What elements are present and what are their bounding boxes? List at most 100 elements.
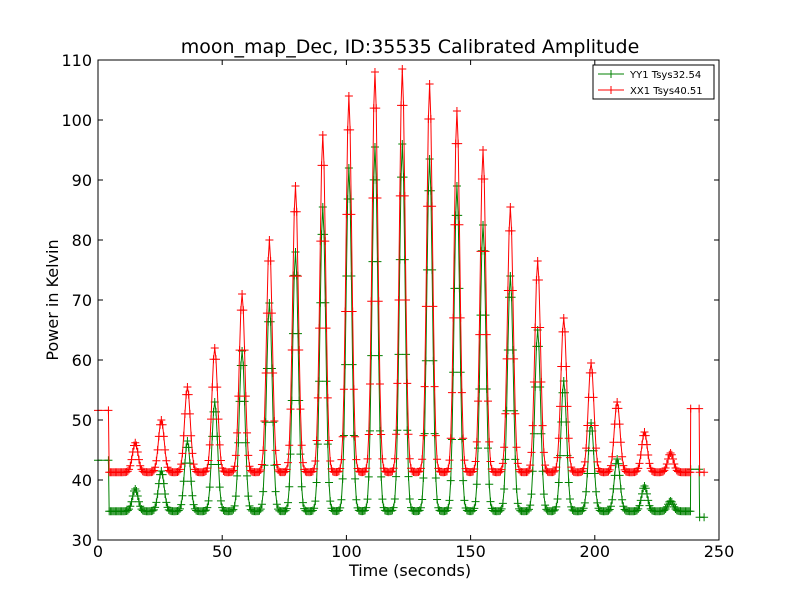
data-point	[529, 429, 538, 438]
data-point	[445, 496, 454, 505]
data-point	[582, 444, 591, 453]
data-point	[351, 432, 360, 441]
data-point	[255, 506, 264, 515]
x-tick-label: 50	[212, 542, 232, 561]
data-point	[261, 418, 270, 427]
data-point	[104, 456, 113, 465]
data-point	[457, 388, 466, 397]
data-point	[123, 467, 132, 476]
data-point	[162, 498, 171, 507]
data-point	[604, 467, 613, 476]
data-point	[287, 396, 296, 405]
data-point	[430, 429, 439, 438]
data-point	[511, 409, 520, 418]
data-point	[205, 440, 214, 449]
data-point	[257, 460, 266, 469]
data-point	[364, 472, 373, 481]
data-point	[287, 345, 296, 354]
data-point	[243, 428, 252, 437]
data-point	[474, 444, 483, 453]
data-point	[373, 193, 382, 202]
data-point	[449, 368, 458, 377]
data-point	[270, 417, 279, 426]
data-point	[241, 438, 250, 447]
data-point	[634, 504, 643, 513]
data-point	[214, 415, 223, 424]
data-point	[187, 477, 196, 486]
data-point	[644, 451, 653, 460]
data-point	[667, 450, 676, 459]
data-point	[481, 247, 490, 256]
data-point	[583, 469, 592, 478]
data-point	[420, 429, 429, 438]
data-point	[123, 506, 132, 515]
data-point	[339, 431, 348, 440]
data-point	[469, 506, 478, 515]
data-point	[375, 426, 384, 435]
series-markers-yy1	[94, 140, 709, 522]
data-point	[210, 344, 219, 352]
data-point	[474, 397, 483, 406]
data-point	[389, 464, 398, 473]
data-point	[367, 297, 376, 306]
data-point	[700, 513, 709, 522]
data-point	[636, 496, 645, 505]
data-point	[425, 155, 434, 163]
data-point	[311, 456, 320, 465]
data-point	[534, 342, 543, 351]
data-point	[645, 459, 654, 468]
data-point	[127, 497, 136, 506]
data-point	[556, 402, 565, 411]
data-point	[616, 438, 625, 447]
data-point	[481, 311, 490, 320]
data-point	[552, 463, 561, 472]
data-point	[348, 307, 357, 316]
data-point	[593, 498, 602, 507]
data-point	[292, 207, 301, 216]
data-point	[284, 458, 293, 467]
data-point	[337, 495, 346, 504]
data-point	[497, 504, 506, 513]
data-point	[404, 472, 413, 481]
data-point	[269, 418, 278, 427]
data-point	[483, 444, 492, 453]
data-point	[127, 455, 136, 464]
data-point	[132, 487, 141, 496]
data-point	[608, 452, 617, 461]
data-point	[363, 454, 372, 463]
data-point	[486, 457, 495, 466]
data-point	[605, 465, 614, 474]
data-point	[266, 256, 275, 265]
axis-ticks: 0 50 100 150 200 250 30 40 50 60 70 80 90 100 110	[61, 51, 734, 561]
data-point	[240, 346, 249, 355]
data-point	[157, 467, 166, 475]
data-point	[174, 506, 183, 515]
data-point	[686, 507, 695, 516]
data-point	[405, 494, 414, 503]
data-point	[416, 503, 425, 512]
data-point	[296, 450, 305, 459]
data-point	[285, 441, 294, 450]
data-point	[560, 327, 569, 336]
data-point	[662, 459, 671, 468]
data-point	[229, 466, 238, 475]
legend-marker-xx1	[607, 86, 615, 94]
data-point	[272, 460, 281, 469]
data-point	[318, 131, 327, 139]
data-point	[480, 246, 489, 255]
data-point	[325, 478, 334, 487]
data-point	[498, 499, 507, 508]
data-point	[272, 500, 281, 509]
data-point	[399, 101, 408, 110]
data-point	[126, 502, 135, 511]
data-point	[203, 464, 212, 473]
data-point	[634, 464, 643, 473]
data-point	[241, 392, 250, 401]
data-point	[213, 432, 222, 441]
data-point	[526, 461, 535, 470]
data-point	[313, 440, 322, 449]
data-point	[161, 490, 170, 499]
data-point	[320, 161, 329, 170]
data-point	[502, 354, 511, 363]
data-point	[447, 435, 456, 444]
